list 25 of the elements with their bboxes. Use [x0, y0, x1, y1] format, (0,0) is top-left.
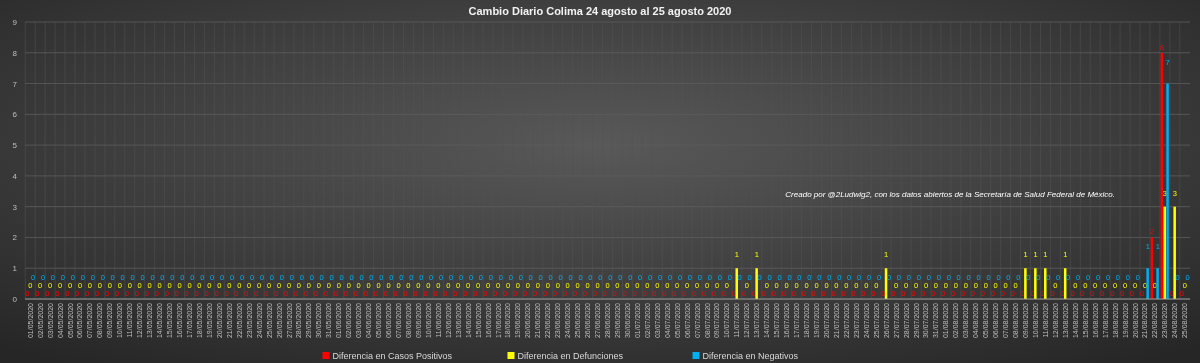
legend-label: Diferencia en Negativos [702, 351, 799, 361]
y-tick-label: 6 [12, 110, 18, 120]
y-tick-label: 1 [12, 264, 18, 274]
bar [1034, 268, 1037, 299]
bar [1146, 268, 1149, 299]
bar [735, 268, 738, 299]
bar [1173, 206, 1176, 299]
annotation: Creado por @2Ludwig2, con los datos abiertos de la Secretaría de Salud Federal de México. [785, 190, 1115, 200]
y-tick-label: 2 [12, 233, 18, 243]
bar [1024, 268, 1027, 299]
bar [1163, 206, 1166, 299]
y-tick-label: 5 [12, 141, 18, 151]
y-tick-label: 7 [12, 79, 18, 89]
legend-label: Diferencia en Defunciones [517, 351, 624, 361]
y-tick-label: 3 [12, 202, 18, 212]
bar [755, 268, 758, 299]
legend-label: Diferencia en Casos Positivos [332, 351, 453, 361]
bar [1044, 268, 1047, 299]
y-tick-label: 0 [12, 295, 18, 304]
chart-title: Cambio Diario Colima 24 agosto al 25 agosto 2020 [468, 5, 732, 17]
bar [1156, 268, 1159, 299]
y-tick-label: 4 [12, 171, 18, 181]
bar [1166, 83, 1169, 299]
y-tick-label: 9 [12, 18, 18, 27]
y-tick-label: 8 [12, 48, 18, 58]
